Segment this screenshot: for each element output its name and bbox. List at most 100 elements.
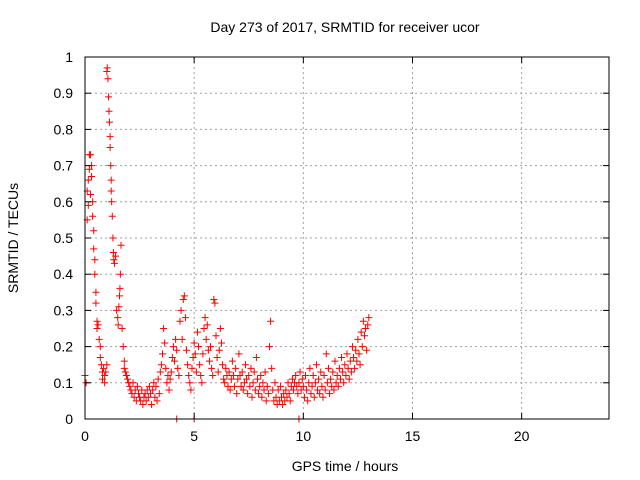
data-point	[212, 332, 220, 340]
data-point	[224, 382, 232, 390]
data-point	[154, 375, 162, 383]
data-point	[197, 372, 205, 380]
data-point	[292, 372, 300, 380]
data-point	[334, 382, 342, 390]
data-point	[142, 397, 150, 405]
data-point	[341, 361, 349, 369]
data-point	[356, 361, 364, 369]
data-point	[105, 107, 113, 115]
data-point	[85, 165, 93, 173]
data-point	[362, 325, 370, 332]
data-point	[329, 368, 337, 376]
data-point	[336, 375, 344, 383]
data-point	[283, 393, 291, 401]
data-point	[107, 176, 115, 184]
data-point	[171, 357, 179, 365]
data-point	[121, 368, 129, 376]
data-point	[221, 379, 229, 387]
data-point	[248, 393, 256, 401]
data-point	[179, 296, 187, 304]
data-point	[351, 364, 359, 372]
data-point	[238, 368, 246, 376]
data-point	[296, 368, 304, 376]
data-point	[326, 390, 334, 398]
data-point	[312, 361, 320, 369]
data-point	[86, 191, 94, 199]
data-point	[226, 386, 234, 394]
data-point	[303, 386, 311, 394]
data-point	[183, 346, 191, 354]
data-point	[293, 382, 301, 390]
data-point	[187, 386, 195, 394]
data-point	[90, 245, 98, 253]
data-point	[91, 256, 99, 264]
data-point	[304, 397, 312, 405]
data-point	[120, 364, 128, 372]
data-point	[204, 346, 212, 354]
data-point	[347, 368, 355, 376]
data-point	[265, 343, 273, 351]
x-tick-label: 5	[190, 428, 198, 444]
data-point	[157, 361, 165, 369]
data-point	[294, 390, 302, 398]
data-point	[215, 346, 223, 354]
data-point	[92, 288, 100, 296]
data-point	[237, 382, 245, 390]
data-point	[260, 386, 268, 394]
data-point	[302, 372, 310, 380]
data-point	[229, 372, 237, 380]
data-point	[252, 353, 260, 361]
data-point	[322, 350, 330, 358]
data-point	[355, 350, 363, 358]
data-point	[199, 350, 207, 358]
data-point	[108, 212, 116, 220]
data-point	[239, 386, 247, 394]
data-point	[133, 382, 141, 390]
data-point	[188, 364, 196, 372]
data-point	[189, 353, 197, 361]
data-point	[105, 93, 113, 101]
data-point	[345, 375, 353, 383]
data-point	[328, 382, 336, 390]
data-point	[314, 386, 322, 394]
data-point	[196, 361, 204, 369]
data-point	[205, 357, 213, 365]
data-point	[207, 343, 215, 351]
data-point	[164, 372, 172, 380]
data-point	[295, 379, 303, 387]
data-point	[276, 382, 284, 390]
data-point	[225, 368, 233, 376]
data-point	[162, 364, 170, 372]
data-point	[222, 364, 230, 372]
data-point	[128, 390, 136, 398]
data-point	[286, 397, 294, 405]
data-point	[255, 390, 263, 398]
data-point	[251, 386, 259, 394]
data-point	[104, 75, 112, 83]
data-point	[134, 390, 142, 398]
data-point	[155, 390, 163, 398]
data-point	[333, 372, 341, 380]
data-point	[103, 361, 111, 369]
data-point	[163, 379, 171, 387]
data-point	[279, 401, 287, 409]
data-point	[151, 393, 159, 401]
y-tick-label: 0.5	[54, 230, 74, 246]
data-point	[115, 292, 123, 300]
x-tick-label: 15	[405, 428, 421, 444]
data-point	[262, 397, 270, 405]
data-point	[181, 314, 189, 322]
data-point	[236, 372, 244, 380]
data-point	[310, 393, 318, 401]
data-point	[232, 364, 240, 372]
data-point	[316, 390, 324, 398]
data-point	[118, 325, 126, 332]
data-point	[167, 368, 175, 376]
data-point	[101, 379, 109, 387]
data-point	[148, 401, 156, 409]
data-point	[340, 379, 348, 387]
data-point	[219, 361, 227, 369]
data-point	[120, 357, 128, 365]
data-point	[250, 368, 258, 376]
